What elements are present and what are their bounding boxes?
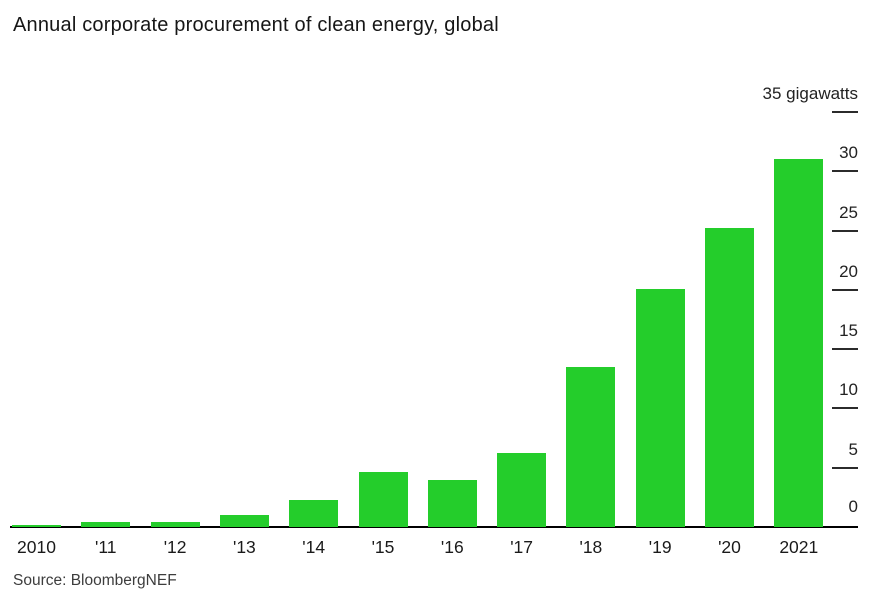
- y-axis-unit-label: 35 gigawatts: [762, 84, 858, 103]
- bar-11: [81, 522, 131, 527]
- y-tick-label: 10: [839, 380, 858, 400]
- bar-12: [150, 522, 200, 527]
- bar-13: [219, 515, 269, 527]
- bar-19: [635, 288, 685, 527]
- x-tick-label: 2010: [17, 537, 56, 557]
- chart-title: Annual corporate procurement of clean en…: [13, 14, 499, 36]
- bar-14: [289, 499, 339, 527]
- x-tick-label: 2021: [779, 537, 819, 557]
- y-tick-label: 15: [839, 321, 858, 341]
- bar-17: [497, 453, 547, 527]
- y-tick-label: 0: [848, 497, 858, 516]
- x-tick-label: '18: [579, 537, 603, 557]
- source-note: Source: BloombergNEF: [13, 572, 177, 589]
- x-tick-label: '13: [232, 537, 256, 557]
- x-tick-label: '12: [163, 537, 187, 557]
- x-tick-label: '15: [371, 537, 395, 557]
- x-tick-label: '11: [95, 537, 117, 557]
- y-tick-dash: [832, 466, 858, 469]
- y-tick-label: 25: [839, 202, 858, 222]
- y-tick-dash: [832, 170, 858, 173]
- y-tick-dash: [832, 111, 858, 113]
- y-tick-dash: [832, 229, 858, 232]
- y-tick-label: 20: [839, 261, 858, 281]
- bar-16: [427, 479, 477, 527]
- bar-15: [358, 472, 408, 527]
- bar-18: [566, 366, 616, 527]
- x-tick-label: '14: [302, 537, 326, 557]
- y-tick-dash: [832, 407, 858, 410]
- y-tick-dash: [832, 348, 858, 351]
- x-tick-label: '17: [510, 537, 533, 557]
- x-axis-line: [10, 526, 858, 528]
- y-tick-label: 30: [839, 143, 858, 163]
- y-tick-dash: [832, 288, 858, 291]
- bar-20: [705, 228, 754, 527]
- x-tick-label: '19: [648, 537, 672, 557]
- bar-2021: [774, 159, 824, 527]
- x-tick-label: '20: [718, 537, 741, 557]
- bar-2010: [12, 524, 61, 527]
- y-tick-label: 5: [848, 439, 858, 459]
- x-tick-label: '16: [440, 537, 464, 557]
